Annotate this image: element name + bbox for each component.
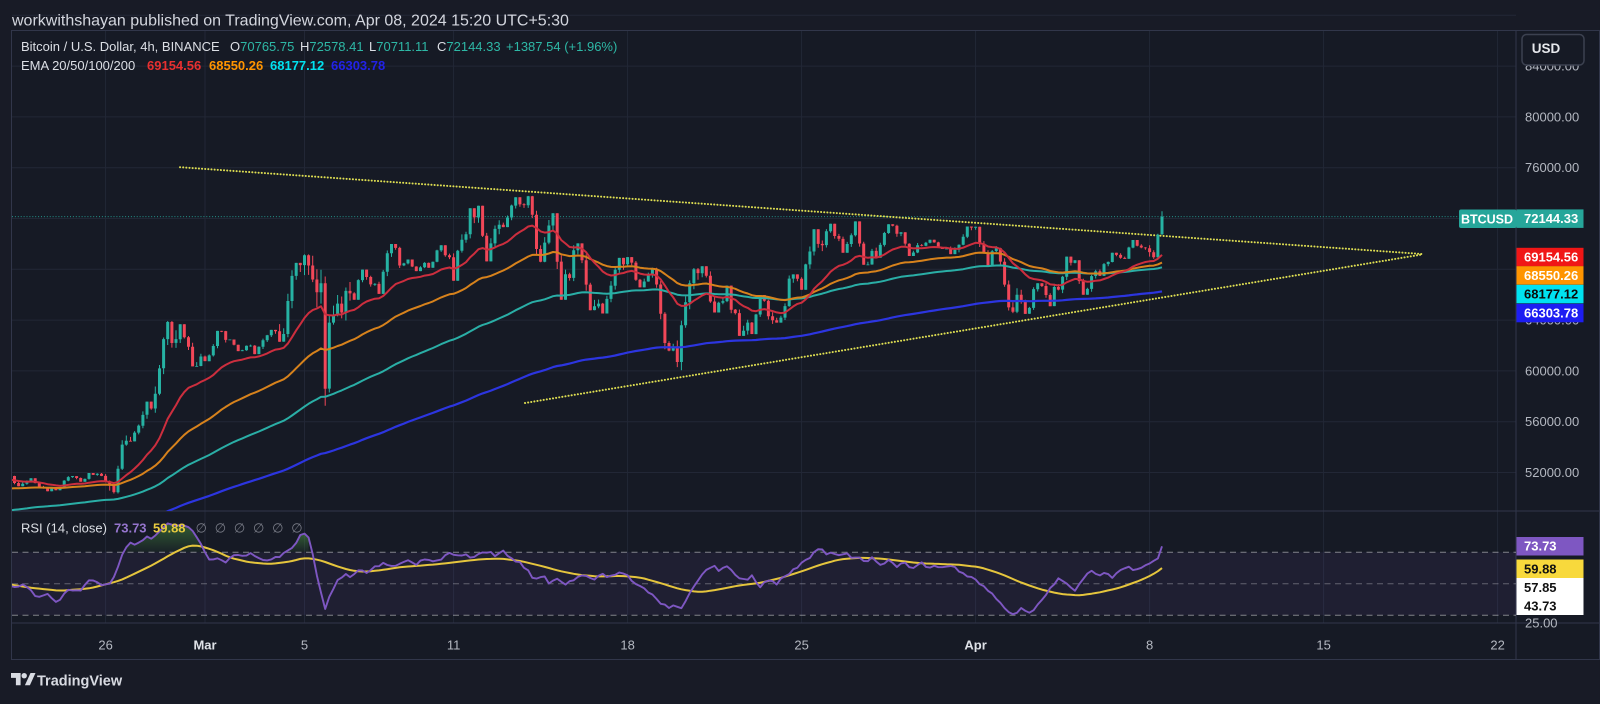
svg-text:+1387.54 (+1.96%): +1387.54 (+1.96%) <box>506 39 617 54</box>
svg-text:18: 18 <box>620 638 634 653</box>
svg-text:57.85: 57.85 <box>1524 580 1557 595</box>
svg-text:59.88: 59.88 <box>1524 561 1557 576</box>
svg-text:∅∅∅∅∅∅: ∅∅∅∅∅∅ <box>196 521 311 536</box>
svg-text:72144.33: 72144.33 <box>1524 211 1578 226</box>
svg-text:80000.00: 80000.00 <box>1525 109 1579 124</box>
svg-text:Mar: Mar <box>193 638 216 653</box>
svg-text:H72578.41: H72578.41 <box>300 39 364 54</box>
svg-text:59.88: 59.88 <box>153 521 186 536</box>
svg-text:8: 8 <box>1146 638 1153 653</box>
svg-text:68177.12: 68177.12 <box>270 58 324 73</box>
svg-text:11: 11 <box>447 638 461 653</box>
svg-text:66303.78: 66303.78 <box>331 58 385 73</box>
svg-text:60000.00: 60000.00 <box>1525 363 1579 378</box>
svg-text:25: 25 <box>794 638 808 653</box>
svg-text:69154.56: 69154.56 <box>1524 250 1578 265</box>
svg-text:68550.26: 68550.26 <box>1524 268 1578 283</box>
svg-text:73.73: 73.73 <box>1524 539 1557 554</box>
svg-text:RSI (14, close): RSI (14, close) <box>21 521 107 536</box>
svg-text:22: 22 <box>1490 638 1504 653</box>
svg-text:5: 5 <box>301 638 308 653</box>
svg-text:66303.78: 66303.78 <box>1524 306 1578 321</box>
svg-text:Bitcoin / U.S. Dollar, 4h, BIN: Bitcoin / U.S. Dollar, 4h, BINANCE <box>21 39 220 54</box>
svg-text:43.73: 43.73 <box>1524 598 1557 613</box>
svg-text:O70765.75: O70765.75 <box>230 39 294 54</box>
svg-text:73.73: 73.73 <box>114 521 147 536</box>
svg-text:workwithshayan published on Tr: workwithshayan published on TradingView.… <box>11 13 569 30</box>
svg-text:Apr: Apr <box>964 638 986 653</box>
svg-text:69154.56: 69154.56 <box>147 58 201 73</box>
svg-text:25.00: 25.00 <box>1525 616 1558 631</box>
svg-text:26: 26 <box>98 638 112 653</box>
svg-text:76000.00: 76000.00 <box>1525 160 1579 175</box>
svg-text:C72144.33: C72144.33 <box>437 39 501 54</box>
svg-text:56000.00: 56000.00 <box>1525 414 1579 429</box>
svg-text:15: 15 <box>1316 638 1330 653</box>
svg-text:USD: USD <box>1532 41 1561 56</box>
svg-text:68177.12: 68177.12 <box>1524 287 1578 302</box>
svg-text:L70711.11: L70711.11 <box>369 39 429 54</box>
svg-text:52000.00: 52000.00 <box>1525 465 1579 480</box>
svg-text:68550.26: 68550.26 <box>209 58 263 73</box>
svg-text:TradingView: TradingView <box>37 674 123 690</box>
svg-text:EMA 20/50/100/200: EMA 20/50/100/200 <box>21 58 135 73</box>
svg-text:BTCUSD: BTCUSD <box>1461 213 1513 227</box>
